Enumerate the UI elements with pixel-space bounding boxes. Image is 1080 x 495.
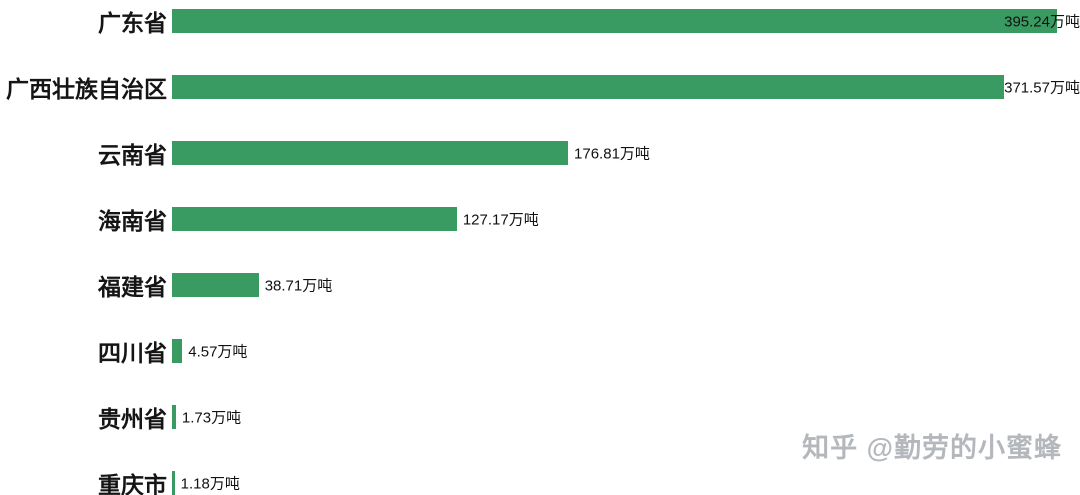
category-label: 海南省 [98,208,167,234]
bar [172,207,457,231]
bar-area: 38.71万吨 [172,273,1080,297]
bar [172,471,175,495]
bar [172,339,183,363]
bar [172,9,1058,33]
value-label: 4.57万吨 [188,343,248,361]
bar-row: 海南省 127.17万吨 [0,186,1080,252]
category-label: 广西壮族自治区 [6,76,167,102]
value-label: 127.17万吨 [462,211,539,229]
value-label: 371.57万吨 [1004,79,1080,97]
bar-area: 1.18万吨 [172,471,1080,495]
bar-row: 广东省 395.24万吨 [0,0,1080,54]
bar-row: 广西壮族自治区 371.57万吨 [0,54,1080,120]
bar-area: 176.81万吨 [172,141,1080,165]
category-label: 贵州省 [98,406,167,432]
value-label: 176.81万吨 [574,145,650,163]
bar-row: 四川省 4.57万吨 [0,318,1080,384]
bar-area: 1.73万吨 [172,405,1080,429]
category-label: 重庆市 [98,472,167,495]
value-label: 1.73万吨 [181,409,242,427]
value-label: 395.24万吨 [1004,13,1080,31]
bar-area: 395.24万吨 [172,9,1080,33]
bar [172,141,569,165]
category-label: 广东省 [98,10,167,36]
bar-row: 贵州省 1.73万吨 [0,384,1080,450]
category-label: 福建省 [98,274,167,300]
bar-area: 371.57万吨 [172,75,1080,99]
value-label: 38.71万吨 [264,277,333,295]
watermark: 知乎 @勤劳的小蜜蜂 [802,433,1062,463]
bar [172,75,1005,99]
bar-row: 福建省 38.71万吨 [0,252,1080,318]
bar-area: 4.57万吨 [172,339,1080,363]
value-label: 1.18万吨 [180,475,240,493]
bar-area: 127.17万吨 [172,207,1080,231]
category-label: 云南省 [98,142,167,168]
category-label: 四川省 [98,340,167,366]
bar [172,405,176,429]
bar-row: 云南省 176.81万吨 [0,120,1080,186]
bar [172,273,259,297]
bar-row: 重庆市 1.18万吨 [0,450,1080,495]
